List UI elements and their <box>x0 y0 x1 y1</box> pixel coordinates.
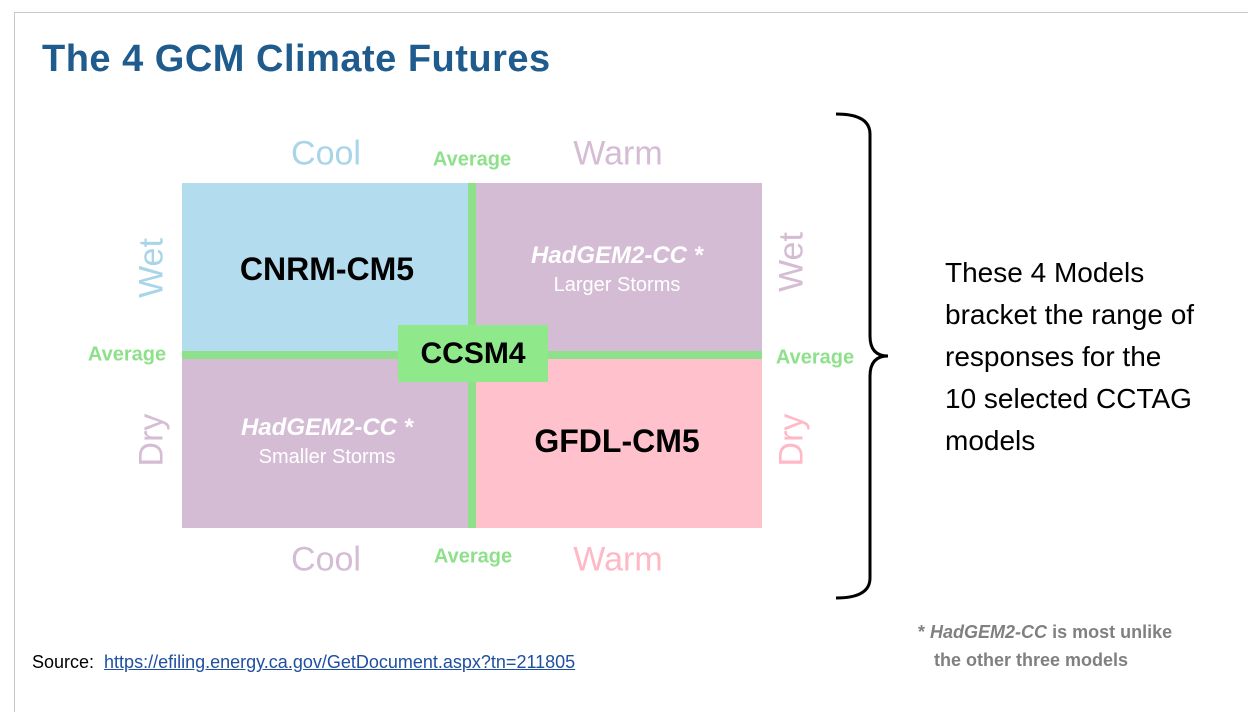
summary-line: These 4 Models <box>945 257 1145 288</box>
summary-line: bracket the range of <box>945 299 1195 330</box>
model-name: CNRM-CM5 <box>239 250 415 287</box>
axis-label: Warm <box>573 134 663 173</box>
axis-label: Dry <box>132 413 171 467</box>
axis-label: Average <box>433 545 513 568</box>
brace <box>835 112 889 600</box>
model-name: GFDL-CM5 <box>534 423 700 459</box>
source-label: Source: <box>32 652 95 672</box>
quadrant-warm-wet: HadGEM2-CC * Larger Storms <box>472 183 762 355</box>
axis-label: Wet <box>772 232 811 292</box>
axis-label: Cool <box>291 540 361 579</box>
summary-line: models <box>945 425 1036 456</box>
axis-label: Average <box>432 148 512 171</box>
summary: These 4 Models bracket the range of resp… <box>945 252 1194 462</box>
quadrant-warm-dry: GFDL-CM5 <box>472 355 762 528</box>
quadrant-cool-dry: HadGEM2-CC * Smaller Storms <box>182 355 472 528</box>
footnote-text: the other three models <box>934 650 1129 670</box>
source: Source: https://efiling.energy.ca.gov/Get… <box>32 652 575 673</box>
slide-frame <box>14 12 1248 712</box>
axis-label: Warm <box>573 540 663 579</box>
footnote: * HadGEM2-CC is most unlike the other th… <box>918 618 1172 674</box>
slide: {"title": "The 4 GCM Climate Futures", "… <box>14 12 1248 712</box>
axis-label: Wet <box>132 238 171 298</box>
summary-line: responses for the <box>945 341 1162 372</box>
axis-label: Average <box>87 343 167 366</box>
axis-label: Dry <box>772 413 811 467</box>
model-note: Smaller Storms <box>258 446 396 468</box>
model-name: CCSM4 <box>420 336 526 370</box>
axis-label: Cool <box>291 134 361 173</box>
slide-title: The 4 GCM Climate Futures <box>42 38 551 80</box>
center-box: CCSM4 <box>398 325 548 382</box>
axis-label: Average <box>775 346 855 369</box>
model-note: Larger Storms <box>553 273 681 296</box>
model-name: HadGEM2-CC * <box>240 414 414 441</box>
brace-path <box>835 112 889 600</box>
footnote-model: HadGEM2-CC <box>930 622 1048 642</box>
footnote-marker: * <box>918 622 926 642</box>
summary-line: 10 selected CCTAG <box>945 383 1192 414</box>
source-link[interactable]: https://efiling.energy.ca.gov/GetDocumen… <box>104 652 576 672</box>
model-name: HadGEM2-CC * <box>530 241 704 269</box>
footnote-text: is most unlike <box>1052 622 1173 642</box>
